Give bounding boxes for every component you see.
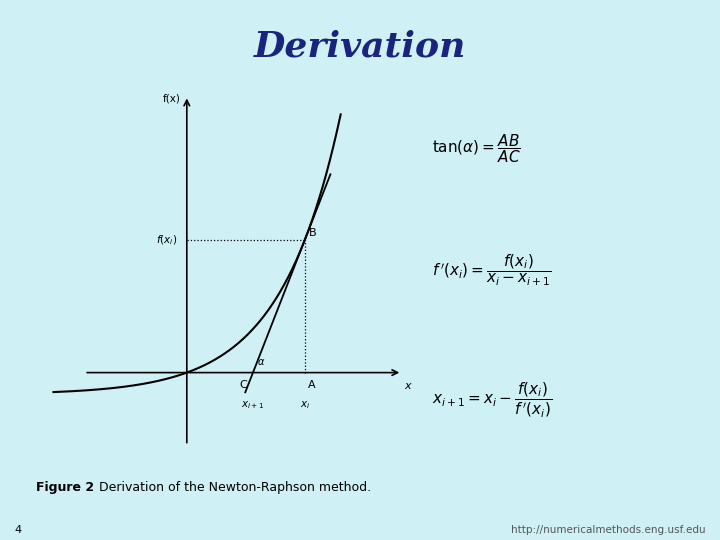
Text: 4: 4	[14, 524, 22, 535]
Text: $x_{i+1} = x_i - \dfrac{f(x_i)}{f\,'(x_i)}$: $x_{i+1} = x_i - \dfrac{f(x_i)}{f\,'(x_i…	[432, 380, 552, 419]
Text: http://numericalmethods.eng.usf.edu: http://numericalmethods.eng.usf.edu	[511, 524, 706, 535]
Text: Figure 2: Figure 2	[36, 481, 94, 494]
Text: f(x): f(x)	[163, 93, 181, 103]
Text: x: x	[405, 381, 411, 391]
Text: $\tan(\alpha) = \dfrac{AB}{AC}$: $\tan(\alpha) = \dfrac{AB}{AC}$	[432, 132, 521, 165]
Text: Derivation: Derivation	[254, 30, 466, 64]
Text: C: C	[239, 380, 247, 390]
Text: $\alpha$: $\alpha$	[257, 357, 266, 367]
Text: $x_i$: $x_i$	[300, 399, 310, 411]
Text: $f(x_i)$: $f(x_i)$	[156, 233, 178, 247]
Text: Derivation of the Newton-Raphson method.: Derivation of the Newton-Raphson method.	[95, 481, 372, 494]
Text: $x_{i+1}$: $x_{i+1}$	[241, 399, 265, 411]
Text: B: B	[309, 227, 317, 238]
Text: A: A	[308, 380, 315, 390]
Text: $f\,'(x_i) = \dfrac{f(x_i)}{x_i - x_{i+1}}$: $f\,'(x_i) = \dfrac{f(x_i)}{x_i - x_{i+1…	[432, 252, 552, 288]
